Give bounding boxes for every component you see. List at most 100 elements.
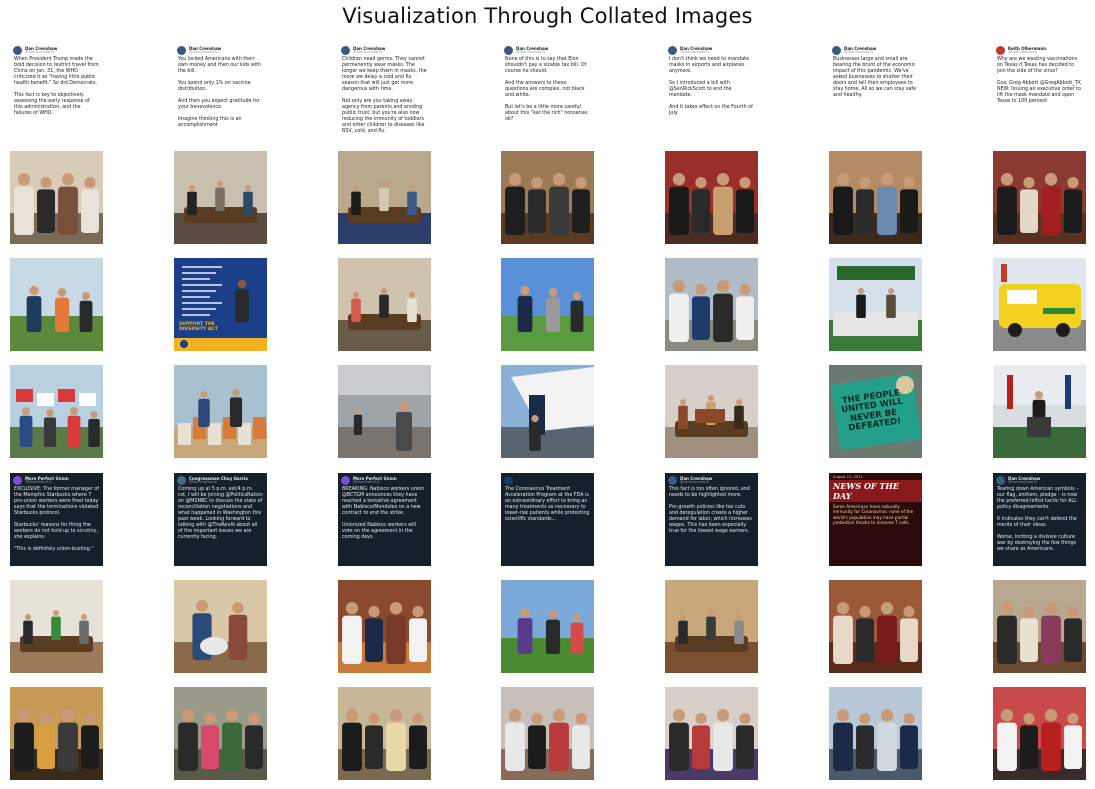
photo-group [10, 687, 103, 780]
photo-group [665, 258, 758, 351]
photo-group [829, 151, 922, 244]
person-figure [26, 286, 42, 332]
tweet-author-name: Dan Crenshaw [25, 45, 58, 51]
photo-meeting [665, 580, 758, 673]
poster-graphic: SUPPORT THE DIVERSITY ACT [174, 258, 267, 351]
person-figure [79, 614, 89, 644]
person-figure [243, 185, 253, 215]
person-figure [14, 709, 34, 771]
tweet-header: Dan Crenshaw @DanCrenshawTX [501, 43, 594, 56]
person-figure [342, 709, 362, 771]
tweet-author-name: Dan Crenshaw [353, 45, 386, 51]
news-text: Some Americans have naturally immunity f… [833, 504, 915, 525]
tweet-text: None of this is to say that Elon shouldn… [505, 57, 589, 122]
avatar [13, 46, 22, 55]
person-figure [1041, 173, 1061, 235]
tweet-header: Dan Crenshaw @DanCrenshawTX [665, 473, 758, 486]
person-figure [396, 401, 412, 451]
avatar [177, 476, 186, 485]
person-figure [549, 173, 569, 235]
person-figure [88, 411, 100, 447]
person-figure [51, 610, 61, 640]
person-figure [187, 185, 197, 215]
tweet-author-name: Dan Crenshaw [680, 475, 713, 481]
photo-table [665, 365, 758, 458]
avatar [996, 46, 1005, 55]
avatar [996, 476, 1005, 485]
person-figure [201, 713, 219, 769]
tweet-header: Dan Crenshaw @DanCrenshawTX [993, 473, 1086, 486]
photo-hangar [338, 365, 431, 458]
person-figure [734, 614, 744, 644]
tweet-author-handle: @MorePerfectUS [25, 479, 52, 484]
person-figure [833, 602, 853, 664]
person-figure [706, 610, 716, 640]
person-figure [669, 280, 689, 342]
tweet-author-handle: @DanCrenshawTX [1008, 479, 1038, 484]
tweet-header: Congressman Chuy Garcia @RepChuyGarcia [174, 473, 267, 486]
person-figure [856, 288, 866, 318]
person-figure [365, 606, 383, 662]
person-figure [37, 713, 55, 769]
person-figure [736, 177, 754, 233]
photo-plane [501, 365, 594, 458]
tweet-author-handle: @DanCrenshawTX [516, 49, 546, 54]
person-figure [379, 181, 389, 211]
photo-group [829, 687, 922, 780]
person-figure [528, 177, 546, 233]
person-figure [570, 614, 584, 654]
person-figure [58, 709, 78, 771]
tweet-text: Tearing down American symbols – our flag… [997, 487, 1079, 552]
tweet-header: More Perfect Union @MorePerfectUS [10, 473, 103, 486]
tweet-screenshot: Dan Crenshaw @DanCrenshawTX I don't think … [665, 43, 758, 136]
person-figure [736, 284, 754, 340]
tweet-screenshot: Dan Crenshaw @DanCrenshawTX Children need … [338, 43, 431, 136]
tweet-author-handle: @DanCrenshawTX [189, 49, 219, 54]
person-figure [365, 713, 383, 769]
person-figure [215, 181, 225, 211]
person-figure [678, 399, 688, 429]
tweet-text: This fact is too often ignored, and need… [669, 487, 752, 534]
tweet-author-handle: @DanCrenshawTX [353, 49, 383, 54]
person-figure [23, 614, 33, 644]
tweet-text: When President Trump made the bold decis… [14, 57, 99, 116]
person-figure [178, 709, 198, 771]
person-figure [833, 173, 853, 235]
person-figure [1020, 713, 1038, 769]
tweet-author-handle: @DanCrenshawTX [844, 49, 874, 54]
avatar [177, 46, 186, 55]
person-figure [833, 709, 853, 771]
photo-truck [993, 258, 1086, 351]
person-figure [678, 614, 688, 644]
person-figure [351, 292, 361, 322]
tweet-author-handle: @RepChuyGarcia [189, 479, 217, 484]
tweet-text: Businesses large and small are bearing t… [833, 57, 918, 98]
photo-pets [174, 580, 267, 673]
person-figure [692, 284, 710, 340]
tweet-text: Children need germs. They cannot permane… [342, 57, 427, 134]
avatar [341, 46, 350, 55]
photo-group [993, 687, 1086, 780]
person-figure [877, 709, 897, 771]
person-figure [517, 608, 533, 654]
tweet-screenshot: Dan Crenshaw @DanCrenshawTX Businesses lar… [829, 43, 922, 136]
photo-group [665, 687, 758, 780]
tweet-author-handle: @MorePerfectUS [353, 479, 380, 484]
person-figure [386, 602, 406, 664]
person-figure [505, 173, 525, 235]
person-figure [572, 177, 590, 233]
photo-boxes [174, 365, 267, 458]
avatar [341, 476, 350, 485]
person-figure [528, 713, 546, 769]
tweet-text: Why are we wasting vaccinations on Texas… [997, 57, 1081, 104]
person-figure [545, 288, 561, 332]
person-figure [407, 292, 417, 322]
tweet-header: Dan Crenshaw @DanCrenshawTX [338, 43, 431, 56]
tweet-header: Dan Crenshaw @DanCrenshawTX [174, 43, 267, 56]
person-figure [409, 606, 427, 662]
tweet-header: Keith Olbermann @KeithOlbermann [993, 43, 1086, 56]
person-figure [545, 610, 561, 654]
person-figure [997, 602, 1017, 664]
tweet-author-handle: @DanCrenshawTX [25, 49, 55, 54]
